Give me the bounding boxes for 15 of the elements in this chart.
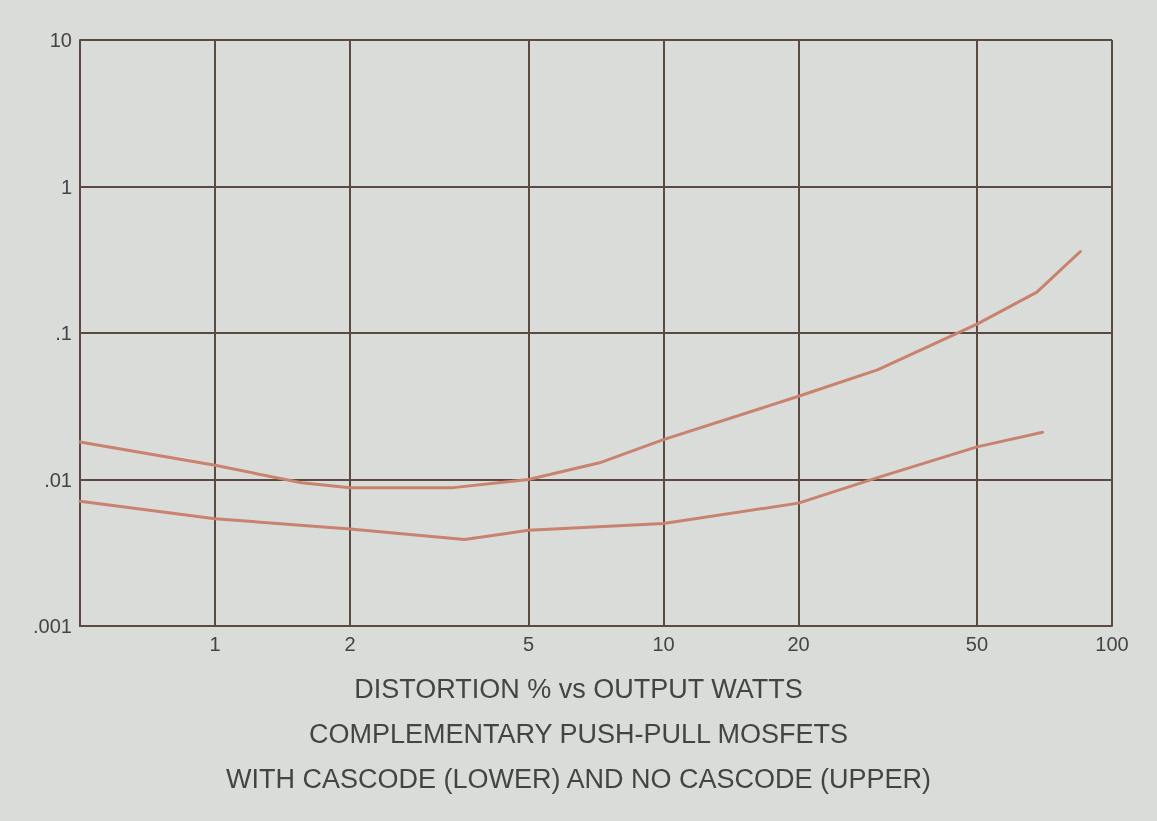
text: COMPLEMENTARY PUSH-PULL MOSFETS: [308, 718, 849, 749]
x-tick-label: 50: [965, 633, 989, 655]
text: WITH CASCODE (LOWER) AND NO CASCODE (UPPER): [225, 763, 932, 794]
x-tick-label: 2: [344, 633, 356, 655]
x-tick-label: 20: [787, 633, 810, 655]
x-tick-label: 100: [1095, 633, 1129, 655]
text: DISTORTION % vs OUTPUT WATTS: [354, 673, 803, 704]
y-tick-label: .001: [33, 615, 72, 637]
x-tick-label: 5: [522, 633, 535, 655]
y-tick-label: 1: [60, 175, 72, 198]
x-tick-label: 1: [209, 633, 221, 655]
y-tick-label: .01: [44, 468, 72, 491]
y-tick-label: 10: [49, 29, 72, 51]
y-tick-label: .1: [55, 322, 72, 344]
x-tick-label: 10: [652, 633, 675, 655]
